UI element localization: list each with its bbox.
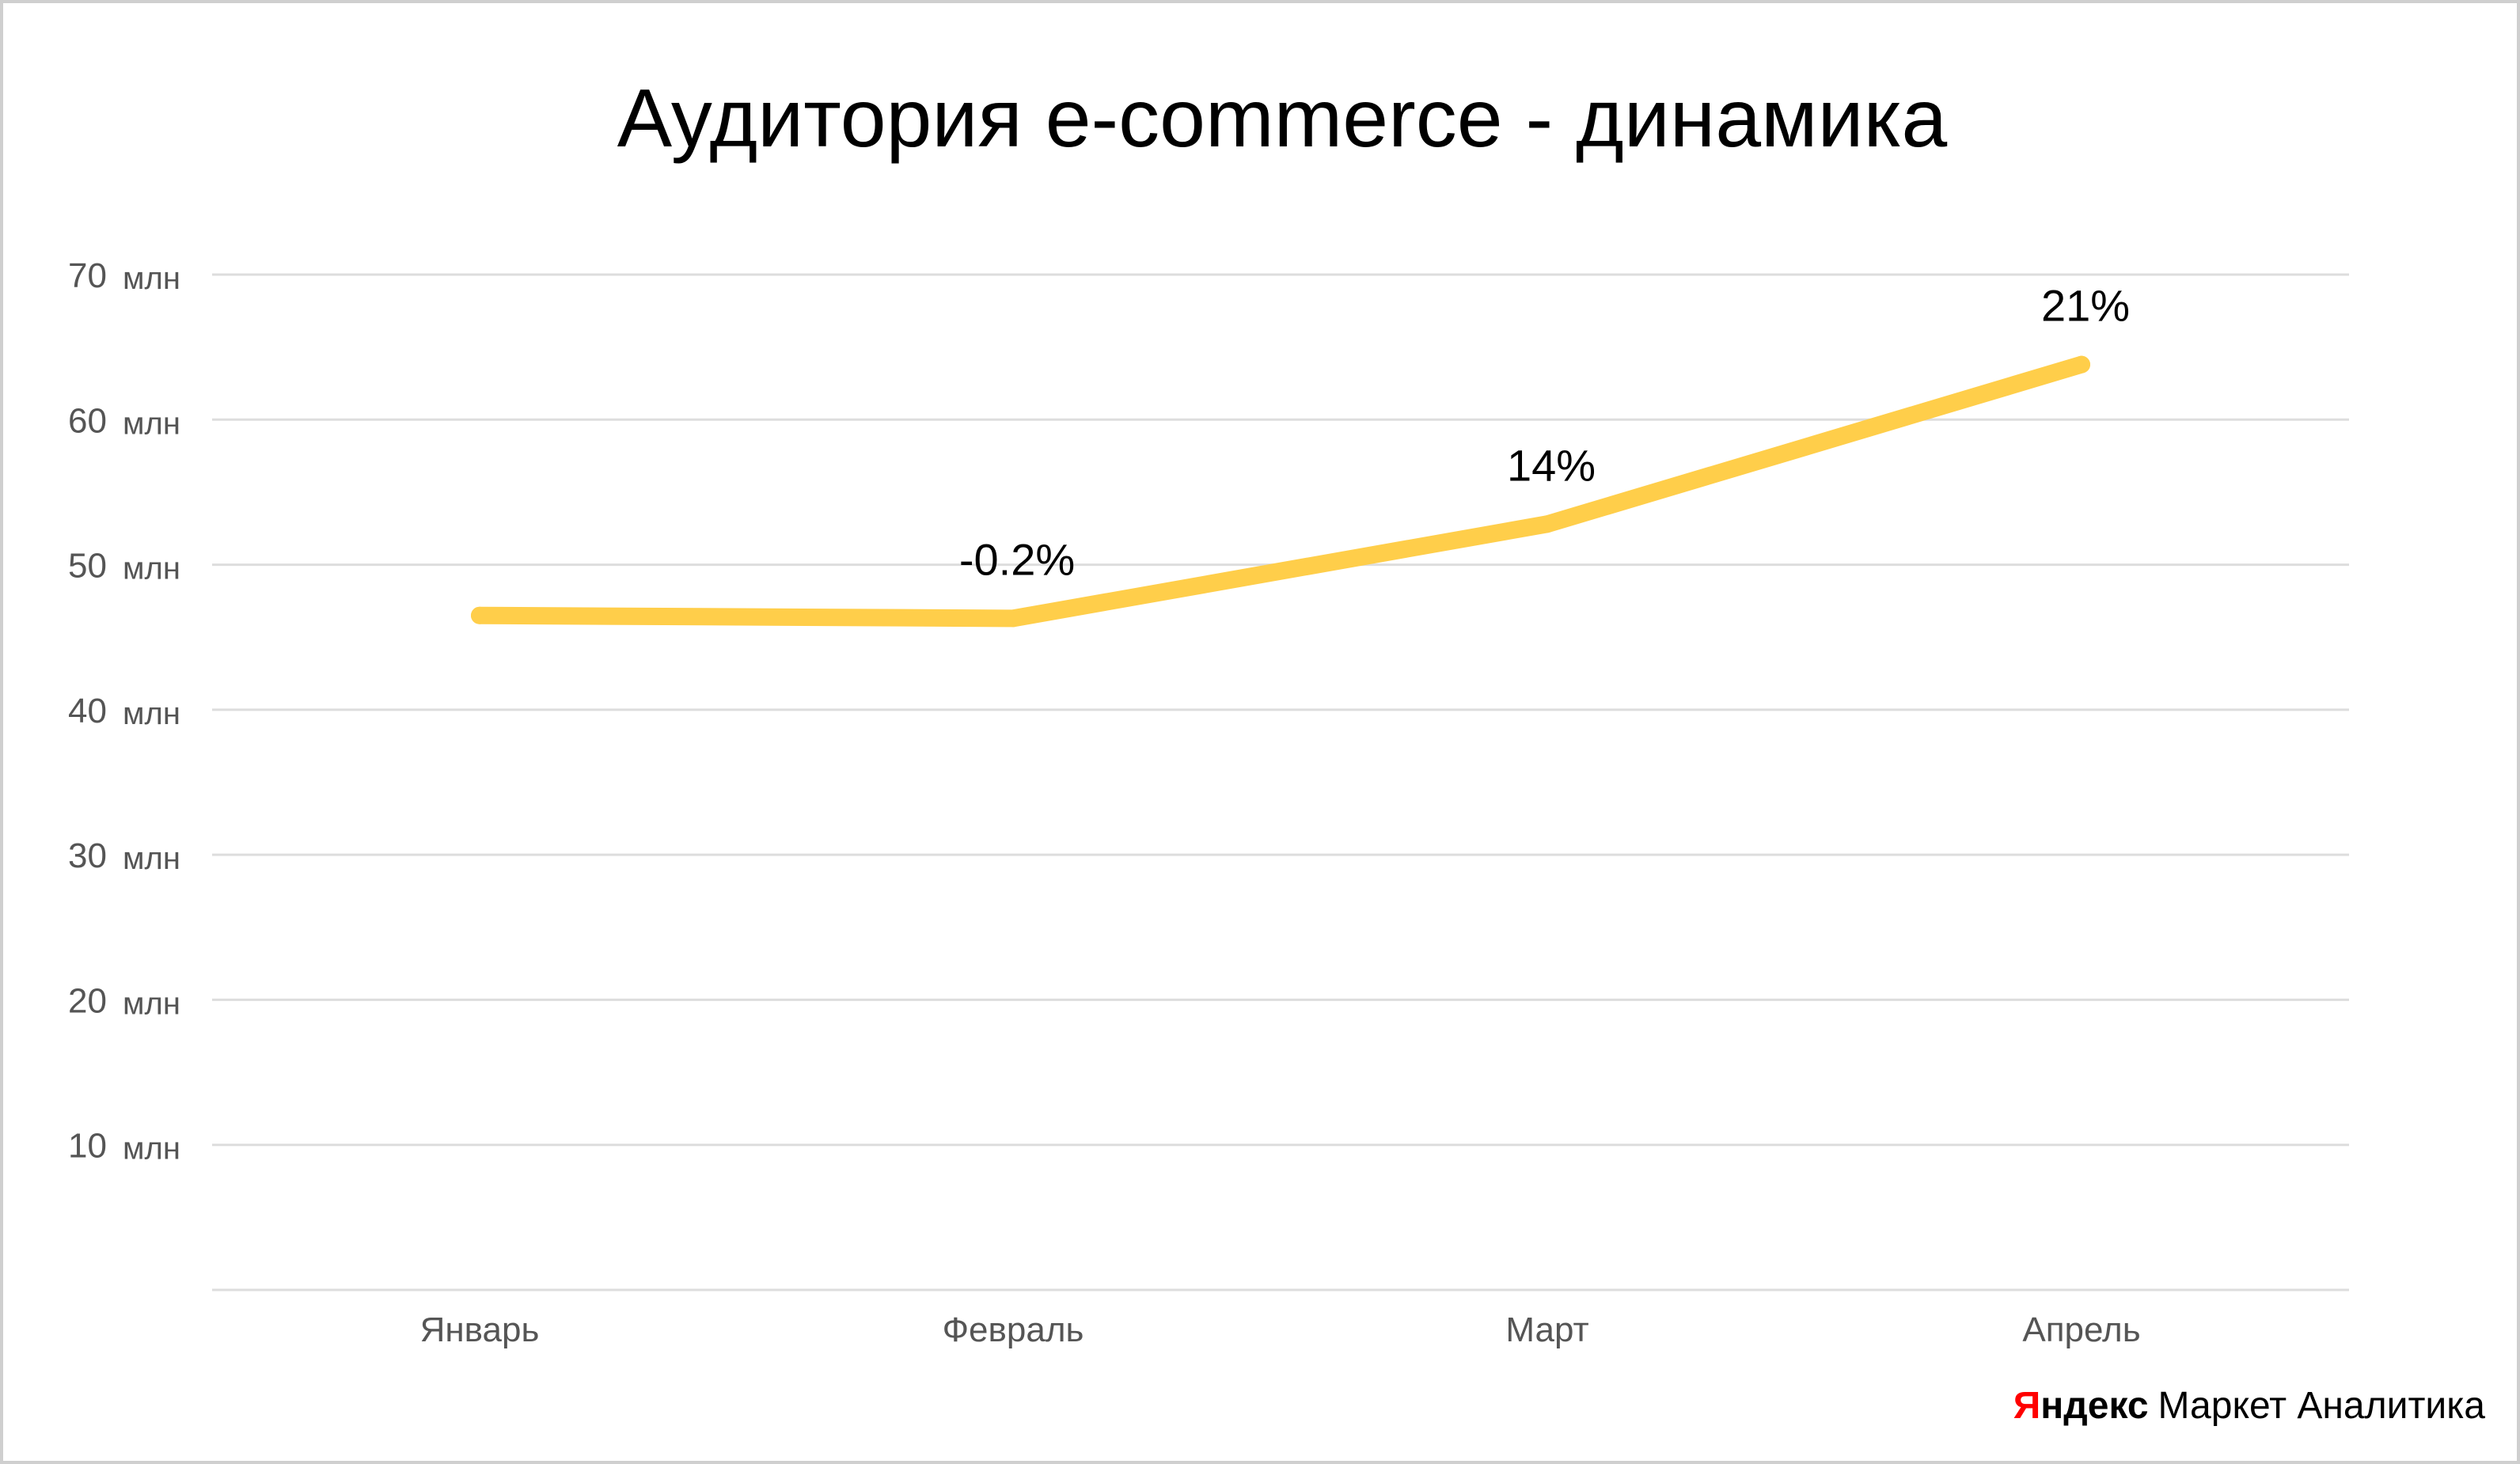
data-point: [1004, 609, 1022, 628]
data-label: 21%: [2041, 281, 2130, 331]
x-tick-label: Январь: [420, 1310, 540, 1349]
y-tick-unit: млн: [123, 552, 180, 586]
data-point: [2073, 355, 2090, 374]
y-tick-label: 70: [68, 256, 107, 295]
y-tick-label: 40: [68, 692, 107, 730]
chart-title: Аудитория e-commerce - динамика: [617, 73, 1948, 165]
y-tick-unit: млн: [123, 696, 180, 731]
y-tick-label: 60: [68, 401, 107, 440]
y-tick-label: 20: [68, 981, 107, 1020]
x-tick-label: Апрель: [2022, 1310, 2140, 1349]
brand-logo-rest: Маркет Аналитика: [2158, 1385, 2486, 1427]
y-axis-ticks: 10 млн 20 млн 30 млн 40 млн 50 млн 60 млн 70 млн: [68, 256, 180, 1166]
y-tick-unit: млн: [123, 1132, 180, 1166]
brand-logo-red: Я: [2013, 1385, 2041, 1427]
y-tick-label: 50: [68, 547, 107, 586]
y-tick-unit: млн: [123, 841, 180, 876]
brand-logo-black: ндекс: [2040, 1385, 2148, 1427]
y-tick-unit: млн: [123, 986, 180, 1021]
x-tick-label: Март: [1505, 1310, 1588, 1349]
y-tick-unit: млн: [123, 261, 180, 296]
x-axis-ticks: Январь Февраль Март Апрель: [420, 1310, 2141, 1349]
y-tick-label: 30: [68, 836, 107, 875]
y-tick-unit: млн: [123, 406, 180, 441]
data-label: -0.2%: [959, 534, 1075, 584]
x-tick-label: Февраль: [943, 1310, 1084, 1349]
data-label: 14%: [1507, 440, 1596, 490]
y-tick-label: 10: [68, 1127, 107, 1166]
series-line: [471, 355, 2090, 628]
data-point: [471, 606, 488, 624]
series-layer: [471, 355, 2090, 628]
data-point: [1539, 515, 1556, 533]
brand-logo: Яндекс Маркет Аналитика: [2013, 1385, 2486, 1427]
data-labels: -0.2% 14% 21%: [959, 281, 2130, 585]
